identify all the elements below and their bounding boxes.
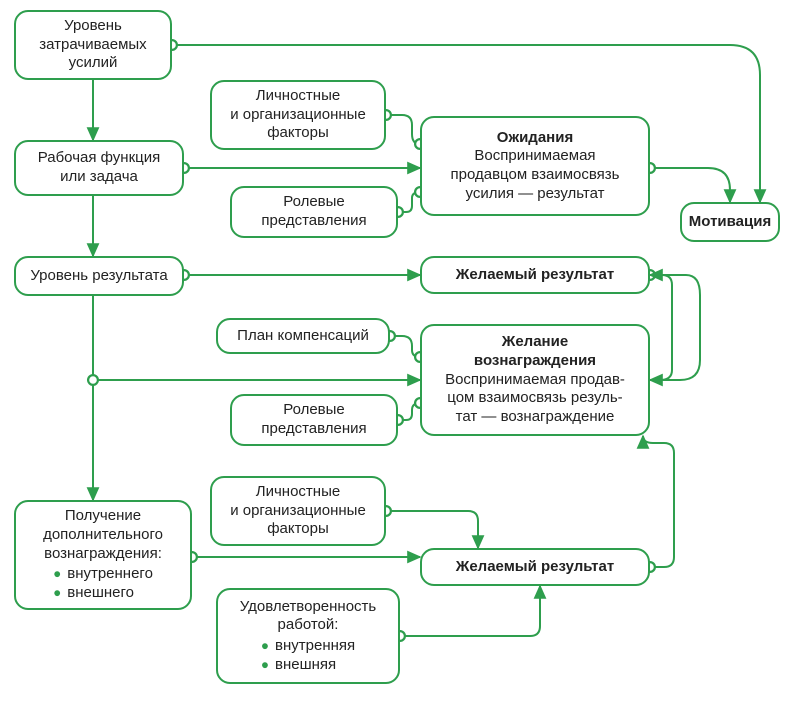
edge-5 — [386, 115, 420, 144]
node-motiv: Мотивация — [680, 202, 780, 242]
edge-17 — [643, 436, 674, 567]
node-satisf-bullet-0: внутренняя — [261, 637, 355, 656]
edge-10 — [390, 336, 420, 357]
node-comp: План компенсаций — [216, 318, 390, 354]
edge-13 — [650, 275, 700, 380]
node-persorg1-text: Личностныеи организационныефакторы — [230, 87, 366, 143]
node-roles2-text: Ролевыепредставления — [261, 401, 366, 439]
node-persorg1: Личностныеи организационныефакторы — [210, 80, 386, 150]
node-effort-text: Уровеньзатрачиваемыхусилий — [39, 17, 146, 73]
edge-12 — [650, 275, 672, 380]
node-satisf-bullet-1: внешняя — [261, 656, 355, 675]
node-reward-title: Желаниевознаграждения — [474, 333, 596, 371]
node-extra-bullets: внутреннеговнешнего — [53, 565, 153, 603]
edge-7 — [650, 168, 730, 202]
node-desired1-title: Желаемый результат — [456, 266, 614, 285]
node-motiv-title: Мотивация — [689, 213, 771, 232]
node-extra-bullet-0: внутреннего — [53, 565, 153, 584]
node-task-text: Рабочая функцияили задача — [38, 149, 161, 187]
node-satisf-bullets: внутренняявнешняя — [261, 637, 355, 675]
node-desired2-title: Желаемый результат — [456, 558, 614, 577]
node-result-text: Уровень результата — [30, 267, 167, 286]
node-reward-text: Воспринимаемая продав-цом взаимосвязь ре… — [445, 371, 625, 427]
node-desired1: Желаемый результат — [420, 256, 650, 294]
node-expect: ОжиданияВоспринимаемаяпродавцом взаимосв… — [420, 116, 650, 216]
node-reward: ЖеланиевознагражденияВоспринимаемая прод… — [420, 324, 650, 436]
edge-11 — [398, 403, 420, 420]
node-extra: Получениедополнительноговознаграждения:в… — [14, 500, 192, 610]
node-expect-text: Воспринимаемаяпродавцом взаимосвязьусили… — [451, 147, 620, 203]
node-persorg2-text: Личностныеи организационныефакторы — [230, 483, 366, 539]
node-effort: Уровеньзатрачиваемыхусилий — [14, 10, 172, 80]
flowchart-stage: Уровеньзатрачиваемыхусилий Рабочая функци… — [0, 0, 790, 709]
node-roles1: Ролевыепредставления — [230, 186, 398, 238]
node-comp-text: План компенсаций — [237, 327, 369, 346]
edge-6 — [398, 192, 420, 212]
edge-16 — [400, 586, 540, 636]
node-roles2: Ролевыепредставления — [230, 394, 398, 446]
node-expect-title: Ожидания — [497, 129, 573, 148]
node-satisf: Удовлетворенностьработой:внутренняявнешн… — [216, 588, 400, 684]
edge-15 — [386, 511, 478, 548]
node-extra-text: Получениедополнительноговознаграждения: — [43, 507, 163, 563]
node-roles1-text: Ролевыепредставления — [261, 193, 366, 231]
node-persorg2: Личностныеи организационныефакторы — [210, 476, 386, 546]
node-result: Уровень результата — [14, 256, 184, 296]
node-satisf-text: Удовлетворенностьработой: — [240, 598, 376, 636]
node-desired2: Желаемый результат — [420, 548, 650, 586]
node-extra-bullet-1: внешнего — [53, 584, 153, 603]
node-task: Рабочая функцияили задача — [14, 140, 184, 196]
